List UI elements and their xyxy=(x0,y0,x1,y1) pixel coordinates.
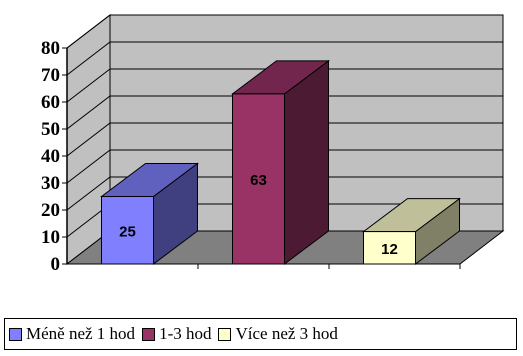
legend-item-less-than-1h: Méně než 1 hod xyxy=(9,324,135,344)
gridline xyxy=(66,14,503,49)
gridline xyxy=(66,122,503,157)
y-tick-label: 80 xyxy=(41,38,60,59)
bars: 25 63 12 xyxy=(100,59,461,265)
legend-swatch xyxy=(218,327,232,341)
y-tick-label: 10 xyxy=(41,227,60,248)
gridline xyxy=(66,176,503,211)
legend-label: Více než 3 hod xyxy=(235,324,338,343)
bar-front xyxy=(232,93,285,265)
y-tick-label: 50 xyxy=(41,119,60,140)
gridline xyxy=(66,149,503,184)
bar: 25 xyxy=(100,162,199,265)
legend-swatch xyxy=(142,327,156,341)
data-label: 12 xyxy=(381,241,398,258)
gridline xyxy=(66,68,503,103)
bar: 12 xyxy=(362,197,461,265)
gridline xyxy=(66,95,503,130)
y-tick-label: 60 xyxy=(41,92,60,113)
legend-label: Méně než 1 hod xyxy=(26,324,136,343)
y-tick-label: 20 xyxy=(41,200,60,221)
data-label: 25 xyxy=(119,223,136,240)
legend-item-more-than-3h: Více než 3 hod xyxy=(218,324,338,344)
legend-label: 1-3 hod xyxy=(159,324,212,343)
legend-swatch xyxy=(9,327,22,341)
y-tick-label: 70 xyxy=(41,65,60,86)
bar-front xyxy=(363,231,416,265)
y-tick-label: 40 xyxy=(41,146,60,167)
bar-side xyxy=(284,59,329,265)
y-tick-label: 0 xyxy=(51,254,61,275)
legend: Méně než 1 hod 1-3 hod Více než 3 hod xyxy=(4,318,517,350)
bar-chart: 0 10 20 30 40 50 60 70 80 25 63 12 xyxy=(41,13,505,275)
gridline xyxy=(66,41,503,76)
bar-front xyxy=(101,196,154,265)
data-label: 63 xyxy=(250,172,267,189)
legend-item-1-3h: 1-3 hod xyxy=(142,324,211,344)
bar: 63 xyxy=(231,59,330,265)
y-tick-label: 30 xyxy=(41,173,60,194)
